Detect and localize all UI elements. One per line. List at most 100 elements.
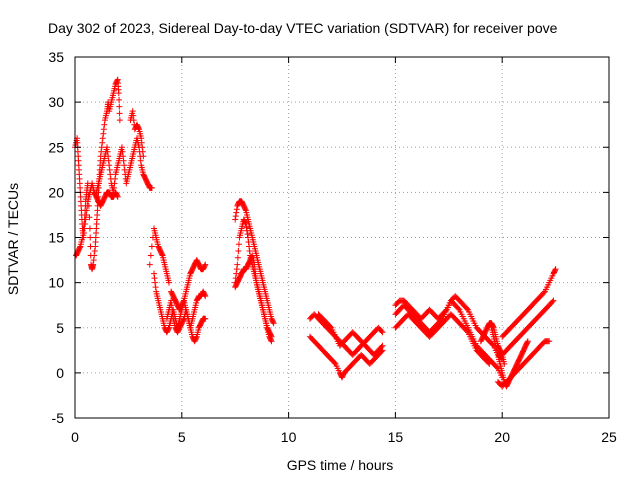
data-point xyxy=(234,261,241,268)
data-point xyxy=(130,112,137,119)
data-point xyxy=(139,148,146,155)
data-point xyxy=(180,316,187,323)
data-point xyxy=(552,266,559,273)
data-point xyxy=(76,244,83,251)
data-point xyxy=(140,153,147,160)
data-point xyxy=(202,293,209,300)
data-point xyxy=(110,189,117,196)
data-point xyxy=(151,275,158,282)
data-point xyxy=(116,96,123,103)
data-point xyxy=(251,261,258,268)
data-point xyxy=(137,157,144,164)
data-point xyxy=(493,364,500,371)
data-point xyxy=(463,328,470,335)
data-point xyxy=(235,248,242,255)
data-point xyxy=(120,157,127,164)
y-tick-label: 25 xyxy=(48,139,64,155)
x-tick-label: 15 xyxy=(388,429,404,445)
x-tick-label: 5 xyxy=(178,429,186,445)
data-point xyxy=(99,139,106,146)
data-point xyxy=(165,279,172,286)
y-tick-label: 5 xyxy=(56,320,64,336)
data-point xyxy=(180,298,187,305)
data-point xyxy=(119,148,126,155)
data-point xyxy=(115,90,122,97)
data-point xyxy=(159,251,166,258)
data-point xyxy=(85,191,92,198)
data-point xyxy=(540,289,547,296)
data-point xyxy=(169,306,176,313)
data-point xyxy=(379,342,386,349)
data-point xyxy=(85,202,92,209)
data-point xyxy=(552,267,559,274)
y-tick-label: 35 xyxy=(48,49,64,65)
series-M xyxy=(306,333,386,381)
data-point xyxy=(147,252,154,259)
data-point xyxy=(233,206,240,213)
data-point xyxy=(233,209,240,216)
data-point xyxy=(378,328,385,335)
data-point xyxy=(193,334,200,341)
data-point xyxy=(267,332,274,339)
data-point xyxy=(101,121,108,128)
data-point xyxy=(152,284,159,291)
data-point xyxy=(104,148,111,155)
data-point xyxy=(148,243,155,250)
data-point xyxy=(114,193,121,200)
series-H xyxy=(168,288,209,331)
data-point xyxy=(485,359,492,366)
data-point xyxy=(248,253,255,260)
data-point xyxy=(105,153,112,160)
series-L xyxy=(306,311,386,358)
x-tick-label: 25 xyxy=(601,429,617,445)
data-point xyxy=(486,360,493,367)
x-tick-label: 0 xyxy=(71,429,79,445)
y-tick-label: 15 xyxy=(48,230,64,246)
data-point xyxy=(268,333,275,340)
series-E xyxy=(146,225,172,286)
data-point xyxy=(232,216,239,223)
tick-labels: 0 5 10 15 20 25 -5 0 5 10 15 20 25 30 35 xyxy=(48,49,617,445)
series-U xyxy=(494,338,553,390)
data-point xyxy=(105,157,112,164)
y-tick-label: 10 xyxy=(48,275,64,291)
data-point xyxy=(112,175,119,182)
data-point xyxy=(234,254,241,261)
data-point xyxy=(86,225,93,232)
data-point xyxy=(106,166,113,173)
series-J xyxy=(232,198,277,327)
data-point xyxy=(100,126,107,133)
data-point xyxy=(110,184,117,191)
data-point xyxy=(202,261,209,268)
data-point xyxy=(91,248,98,255)
data-point xyxy=(106,162,113,169)
data-point xyxy=(246,243,253,250)
data-point xyxy=(489,341,496,348)
data-point xyxy=(135,125,142,132)
y-tick-label: 30 xyxy=(48,94,64,110)
data-point xyxy=(148,184,155,191)
data-point xyxy=(100,130,107,137)
y-axis-label: SDTVAR / TECUs xyxy=(5,183,21,295)
data-point xyxy=(253,275,260,282)
data-point xyxy=(116,103,123,110)
data-point xyxy=(232,213,239,220)
data-point xyxy=(120,153,127,160)
data-point xyxy=(331,359,338,366)
data-point xyxy=(442,307,449,314)
series-P xyxy=(392,293,506,363)
data-point xyxy=(129,108,136,115)
data-point xyxy=(121,162,128,169)
data-point xyxy=(501,360,508,367)
data-points xyxy=(72,76,559,390)
data-point xyxy=(524,338,531,345)
data-point xyxy=(549,298,556,305)
data-point xyxy=(111,180,118,187)
data-point xyxy=(80,229,87,236)
data-point xyxy=(524,339,531,346)
data-point xyxy=(455,305,462,312)
y-tick-label: 0 xyxy=(56,365,64,381)
data-point xyxy=(233,270,240,277)
series-D xyxy=(127,108,147,160)
